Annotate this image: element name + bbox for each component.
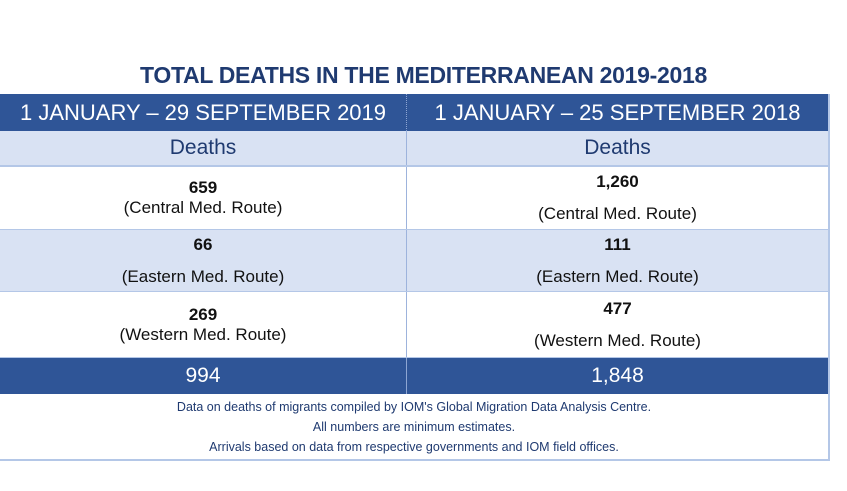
western-2018-route: (Western Med. Route) [534, 330, 701, 350]
footnotes: Data on deaths of migrants compiled by I… [0, 394, 828, 461]
central-2018-route: (Central Med. Route) [538, 204, 697, 223]
eastern-2018-cell: 111 (Eastern Med. Route) [407, 230, 828, 291]
table-row-eastern: 66 (Eastern Med. Route) 111 (Eastern Med… [0, 230, 828, 292]
footnote-arrivals: Arrivals based on data from respective g… [209, 439, 619, 454]
deaths-2019-subheader: Deaths [0, 131, 407, 165]
period-2019-header: 1 JANUARY – 29 SEPTEMBER 2019 [0, 94, 407, 131]
eastern-2019-cell: 66 (Eastern Med. Route) [0, 230, 407, 291]
table-row-central: 659 (Central Med. Route) 1,260 (Central … [0, 167, 828, 230]
deaths-table: 1 JANUARY – 29 SEPTEMBER 2019 1 JANUARY … [0, 94, 830, 461]
table-row-western: 269 (Western Med. Route) 477 (Western Me… [0, 292, 828, 358]
western-2018-value: 477 [603, 298, 632, 318]
eastern-2018-route: (Eastern Med. Route) [536, 266, 699, 286]
central-2018-cell: 1,260 (Central Med. Route) [407, 167, 828, 229]
table-title: TOTAL DEATHS IN THE MEDITERRANEAN 2019-2… [140, 62, 707, 88]
eastern-2019-route: (Eastern Med. Route) [121, 266, 285, 286]
deaths-2018-subheader: Deaths [584, 136, 651, 159]
eastern-2019-value: 66 [193, 234, 213, 254]
eastern-2018-value: 111 [604, 234, 631, 254]
total-2018: 1,848 [591, 364, 644, 387]
period-2018-header: 1 JANUARY – 25 SEPTEMBER 2018 [434, 99, 801, 125]
central-2019-value: 659 [188, 178, 218, 197]
deaths-subheader-row: Deaths Deaths [0, 131, 828, 167]
total-2019: 994 [0, 358, 407, 394]
period-header-row: 1 JANUARY – 29 SEPTEMBER 2019 1 JANUARY … [0, 94, 828, 131]
footnote-estimates: All numbers are minimum estimates. [312, 419, 516, 434]
central-2018-value: 1,260 [596, 172, 639, 191]
central-2019-cell: 659 (Central Med. Route) [0, 167, 407, 229]
western-2019-cell: 269 (Western Med. Route) [0, 292, 407, 357]
western-2019-route: (Western Med. Route) [119, 324, 287, 344]
footnote-source: Data on deaths of migrants compiled by I… [176, 399, 652, 414]
central-2019-route: (Central Med. Route) [123, 198, 283, 217]
western-2018-cell: 477 (Western Med. Route) [407, 292, 828, 357]
western-2019-value: 269 [188, 304, 218, 324]
totals-row: 994 1,848 [0, 358, 828, 394]
